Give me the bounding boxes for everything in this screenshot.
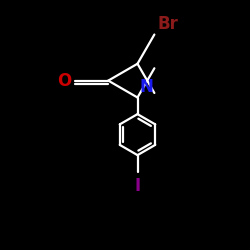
Text: I: I	[134, 176, 140, 194]
Text: Br: Br	[158, 14, 178, 32]
Text: N: N	[140, 78, 153, 96]
Text: O: O	[57, 72, 71, 90]
